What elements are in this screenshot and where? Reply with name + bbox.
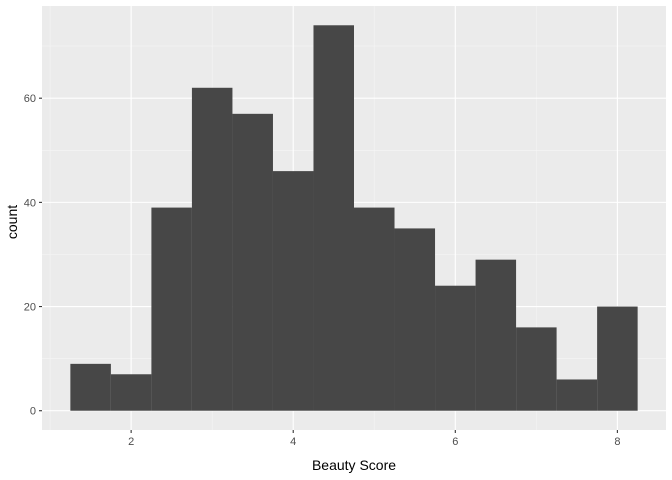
- y-tick-label: 20: [24, 302, 36, 314]
- x-axis-title: Beauty Score: [312, 457, 396, 473]
- histogram-bar: [151, 207, 192, 411]
- y-tick-label: 0: [30, 406, 36, 418]
- histogram-bar: [232, 113, 273, 411]
- x-tick-label: 2: [128, 436, 134, 448]
- x-tick-label: 4: [290, 436, 296, 448]
- histogram-bars: [70, 25, 638, 411]
- y-tick-label: 40: [24, 197, 36, 209]
- x-tick-label: 8: [614, 436, 620, 448]
- histogram-bar: [70, 363, 111, 411]
- histogram-bar: [354, 207, 395, 411]
- x-tick-label: 6: [452, 436, 458, 448]
- y-axis-title: count: [4, 205, 20, 239]
- histogram-bar: [435, 285, 476, 411]
- histogram-bar: [475, 259, 517, 411]
- histogram-bar: [191, 87, 233, 411]
- histogram-bar: [272, 171, 314, 411]
- histogram-bar: [313, 25, 354, 411]
- histogram-bar: [394, 228, 436, 411]
- histogram-bar: [516, 327, 557, 411]
- histogram-bar: [110, 374, 152, 411]
- histogram-bar: [556, 379, 598, 411]
- y-axis: 0 20 40 60: [24, 93, 42, 418]
- y-tick-label: 60: [24, 93, 36, 105]
- histogram-bar: [597, 306, 638, 411]
- x-axis: 2 4 6 8: [128, 430, 620, 448]
